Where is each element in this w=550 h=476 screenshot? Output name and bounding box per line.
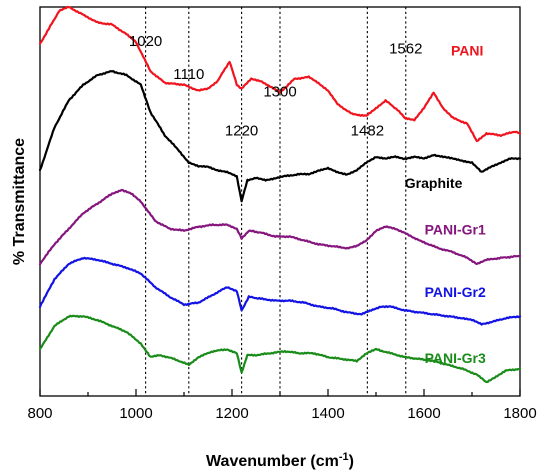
series-label-pani-gr2: PANI-Gr2 [425, 284, 486, 300]
series-group [38, 5, 522, 384]
peak-label-1220: 1220 [225, 122, 258, 139]
series-line-pani-gr1 [38, 188, 522, 266]
x-tick-label-1200: 1200 [215, 405, 248, 422]
peak-labels: 1020 1110 1220 1300 1482 1562 [129, 33, 423, 139]
x-axis-ticks: 800 1000 1200 1400 1600 1800 [27, 389, 537, 422]
peak-label-1482: 1482 [351, 122, 384, 139]
x-tick-label-1600: 1600 [407, 405, 440, 422]
x-tick-label-1800: 1800 [503, 405, 536, 422]
series-line-pani-gr2 [38, 256, 522, 326]
series-line-pani-gr3 [38, 314, 522, 384]
peak-label-1110: 1110 [173, 66, 204, 83]
series-line-graphite [38, 70, 522, 203]
series-label-pani: PANI [451, 43, 483, 59]
series-label-graphite: Graphite [405, 175, 463, 191]
series-line-pani [38, 5, 522, 143]
peak-label-1300: 1300 [263, 83, 296, 100]
x-tick-label-800: 800 [27, 405, 52, 422]
x-axis-title-main: Wavenumber (cm [206, 453, 339, 470]
peak-label-1562: 1562 [389, 41, 422, 58]
series-label-pani-gr1: PANI-Gr1 [425, 222, 486, 238]
peak-label-1020: 1020 [129, 33, 162, 50]
y-axis-title: % Transmittance [11, 138, 28, 265]
x-tick-label-1400: 1400 [311, 405, 344, 422]
x-tick-label-1000: 1000 [119, 405, 152, 422]
x-axis-title: Wavenumber (cm-1) [206, 451, 354, 470]
series-labels: PANI Graphite PANI-Gr1 PANI-Gr2 PANI-Gr3 [405, 43, 486, 366]
x-axis-title-sup: -1 [339, 451, 349, 463]
series-label-pani-gr3: PANI-Gr3 [425, 350, 486, 366]
x-axis-title-end: ) [349, 453, 354, 470]
